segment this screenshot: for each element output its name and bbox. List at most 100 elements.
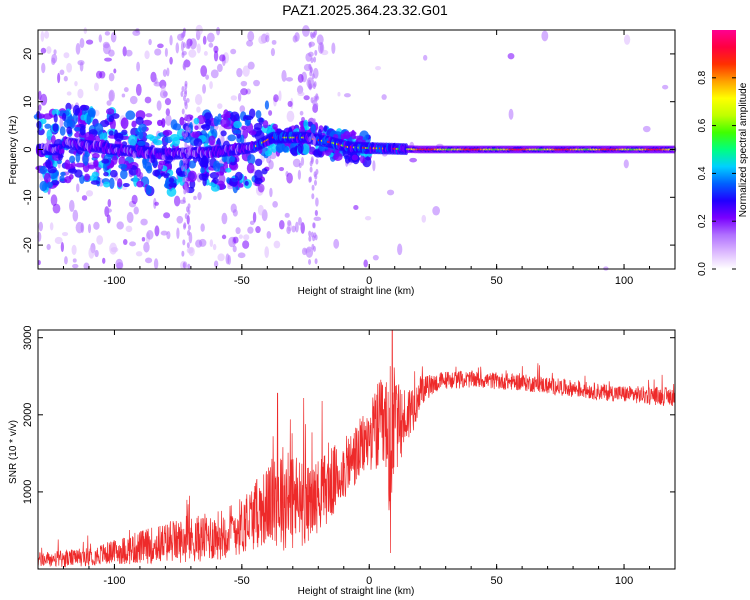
snr-y-tick-label: 2000 <box>22 403 34 427</box>
spectrogram-cell <box>144 50 150 60</box>
spectrogram-cell <box>662 84 669 90</box>
spectrogram-cell <box>287 100 293 107</box>
spectrogram-cell <box>337 91 341 97</box>
spectrogram-cell <box>51 108 60 116</box>
spectrogram-cell <box>249 220 255 226</box>
spec-y-tick-label: 10 <box>22 96 34 108</box>
spectrogram-cell <box>125 163 133 169</box>
spec-y-tick-label: -20 <box>22 237 34 253</box>
spectrogram-cell <box>314 258 318 265</box>
spectrogram-cell <box>247 30 255 42</box>
spectrogram-cell <box>103 171 109 177</box>
spectrogram-cell <box>316 34 324 45</box>
spectrogram-cell <box>187 43 191 50</box>
spectrogram-cell <box>169 35 173 46</box>
spectrogram-cell <box>244 180 249 186</box>
spectrogram-cell <box>96 235 104 245</box>
spectrogram-cell <box>45 159 51 168</box>
spectrogram-cell <box>44 30 50 39</box>
spectrogram-cell <box>255 110 262 119</box>
spectrogram-cell <box>113 68 117 74</box>
spectrogram-cell <box>75 42 81 55</box>
spectrogram-cell <box>38 221 44 232</box>
spectrogram-cell <box>109 177 115 189</box>
spectrogram-cell <box>133 206 139 215</box>
spectrogram-cell <box>108 130 114 136</box>
spectrogram-cell <box>156 119 163 127</box>
spectrogram-cell <box>203 142 209 148</box>
spectrogram-cell <box>85 39 94 45</box>
spectrogram-cell <box>43 172 51 184</box>
spectrogram-cell <box>225 167 232 173</box>
spectrogram-cell <box>136 61 140 72</box>
spectrogram-cell <box>104 31 111 36</box>
spectrogram-cell <box>145 184 152 195</box>
spectrogram-cell <box>375 66 382 71</box>
spectrogram-cell <box>122 239 128 245</box>
spectrogram-cell <box>308 230 312 237</box>
spectrogram-cell <box>268 110 273 116</box>
spectrogram-cell <box>180 165 184 172</box>
spectrogram-cell <box>314 234 318 241</box>
snr-axes: -100 -50 0 50 100 3000 2000 1000 <box>22 325 676 587</box>
spectrogram-cell <box>305 52 312 62</box>
spectrogram-cell <box>311 184 315 191</box>
spectrogram-cell <box>81 195 88 201</box>
spectrogram-cell <box>314 49 318 56</box>
spectrogram-cell <box>36 113 45 119</box>
spectrogram-cell <box>164 98 172 106</box>
spectrogram-cell <box>160 172 171 177</box>
spectrogram-cell <box>236 67 243 78</box>
spectrogram-cell <box>183 222 187 229</box>
snr-x-tick-label: -100 <box>103 575 125 587</box>
spectrogram-cell <box>162 69 167 77</box>
spectrogram-cell <box>54 236 63 245</box>
spectrogram-cell <box>66 91 72 96</box>
spectrogram-cell <box>313 56 317 63</box>
spectrogram-cell <box>187 118 191 125</box>
spectrogram-cell <box>120 169 128 180</box>
spectrogram-cell <box>285 77 294 82</box>
spectrogram-cell <box>164 47 168 57</box>
spectrogram-cell <box>623 34 631 45</box>
spectrogram-cell <box>217 103 223 109</box>
spectrogram-cell <box>185 125 189 132</box>
spectrogram-cell <box>265 34 270 43</box>
spectrogram-cell <box>123 87 129 93</box>
spectrogram-cell <box>163 212 171 219</box>
spectrogram-cell <box>73 126 82 132</box>
spectrogram-cell <box>182 63 186 70</box>
spectrogram-cell <box>107 199 112 208</box>
spectrogram-cell <box>278 219 285 230</box>
spectrogram-cell <box>343 93 351 98</box>
spectrogram-cell <box>242 240 250 249</box>
spectrogram-cell <box>63 75 68 82</box>
spectrogram-cell <box>202 35 207 45</box>
spectrogram-cell <box>242 65 250 77</box>
spectrogram-cell <box>84 173 91 181</box>
spectrogram-cell <box>184 164 188 171</box>
spectrogram-cell <box>351 154 358 161</box>
spectrogram-cell <box>40 30 45 42</box>
spectrogram-cell <box>196 106 201 113</box>
spectrogram-cell <box>153 81 162 87</box>
spectrogram-cell <box>315 158 319 165</box>
spectrogram-cell <box>156 100 162 111</box>
spectrogram-cell <box>186 144 190 151</box>
spectrogram-cell <box>230 95 238 101</box>
spectrogram-cell <box>143 242 150 253</box>
spectrogram-cell <box>508 108 514 120</box>
spectrogram-cell <box>138 123 147 133</box>
spectrogram-cell <box>46 46 52 54</box>
spectrogram-cell <box>200 167 206 174</box>
spectrogram-cell <box>188 49 197 58</box>
spectrogram-cell <box>282 145 289 153</box>
spectrogram-cell <box>247 61 255 70</box>
spectrogram-cell <box>310 57 314 64</box>
spectrogram-cell <box>102 132 108 142</box>
spectrogram-cell <box>129 241 136 247</box>
spectrogram-cell <box>75 151 81 163</box>
spectrogram-cell <box>208 42 214 48</box>
spectrogram-cell <box>210 69 219 79</box>
